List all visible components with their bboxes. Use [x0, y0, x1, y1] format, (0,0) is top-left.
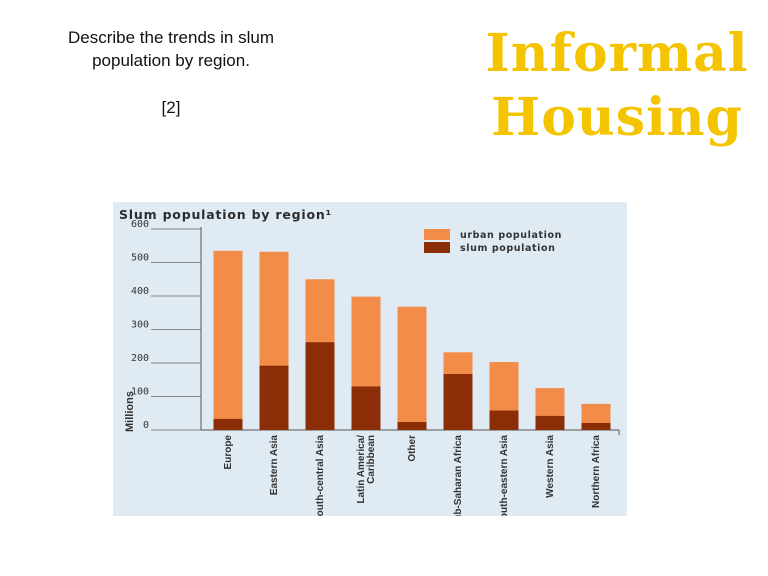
bar-urban-population: [397, 306, 427, 430]
bar-slum-population: [305, 342, 335, 430]
bar-slum-population: [581, 422, 611, 430]
x-tick-label: South-eastern Asia: [499, 435, 510, 516]
x-tick-label: Western Asia: [545, 435, 556, 498]
y-tick-label: 300: [131, 320, 149, 331]
y-tick-label: 400: [131, 286, 149, 297]
slum-population-chart: Slum population by region¹ 0 100 200 300 400 5…: [119, 207, 620, 516]
x-tick-label: Northern Africa: [591, 435, 602, 508]
x-tick-label: Latin America/: [356, 435, 367, 504]
question-line-2: population by region.: [92, 51, 250, 70]
legend-swatch-urban: [424, 229, 450, 240]
x-tick-label: Sub-Saharan Africa: [453, 435, 464, 516]
bar-slum-population: [259, 365, 289, 430]
x-tick-label: Europe: [223, 435, 234, 470]
question-line-1: Describe the trends in slum: [68, 28, 274, 47]
bar-slum-population: [213, 418, 243, 430]
x-tick-label: Eastern Asia: [269, 435, 280, 496]
bar-slum-population: [443, 374, 473, 430]
y-tick-label: 100: [131, 387, 149, 398]
y-tick-label: 600: [131, 219, 149, 230]
question-text: Describe the trends in slum population b…: [40, 26, 302, 72]
legend-swatch-slum: [424, 242, 450, 253]
x-tick-label: South-central Asia: [315, 435, 326, 516]
x-tick-label: Caribbean: [366, 435, 377, 484]
bar-urban-population: [213, 250, 243, 430]
chart-title: Slum population by region¹: [119, 207, 332, 222]
y-tick-label: 0: [143, 420, 149, 431]
slide-title: Informal Housing: [472, 22, 762, 150]
bar-slum-population: [351, 386, 381, 430]
slide-title-line-2: Housing: [491, 87, 743, 148]
bar-slum-population: [397, 421, 427, 430]
x-tick-label: Other: [407, 435, 418, 462]
marks-label: [2]: [161, 98, 181, 117]
y-tick-label: 500: [131, 253, 149, 264]
chart-panel: Slum population by region¹ 0 100 200 300 400 5…: [113, 202, 627, 516]
legend-label: urban population: [460, 230, 562, 241]
y-axis-label: Millions: [124, 391, 136, 432]
bar-slum-population: [535, 415, 565, 430]
legend-label: slum population: [460, 243, 556, 254]
y-tick-label: 200: [131, 353, 149, 364]
bar-slum-population: [489, 410, 519, 430]
slide-title-line-1: Informal: [485, 23, 749, 84]
